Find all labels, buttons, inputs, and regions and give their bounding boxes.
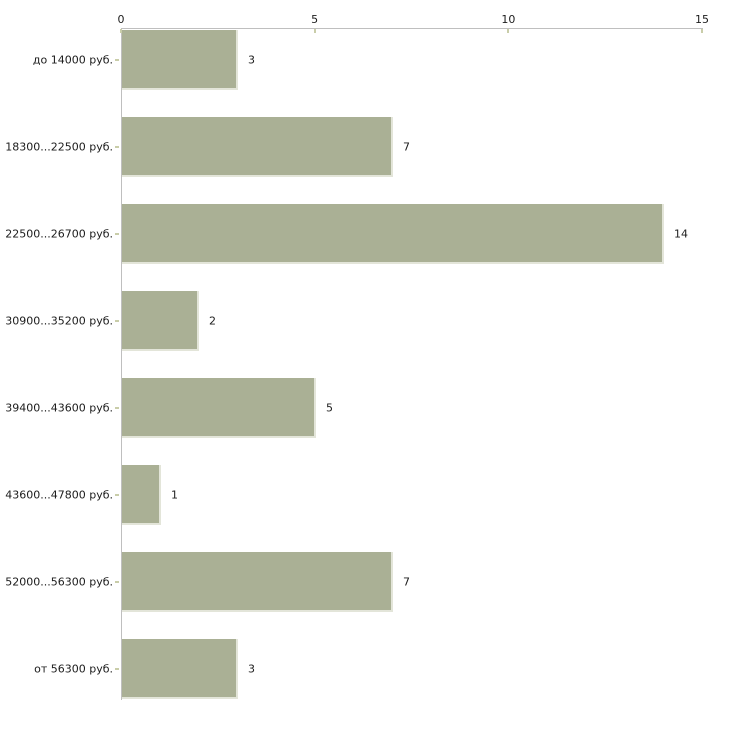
bar-value-label: 1 [171,488,178,502]
bar [122,639,238,699]
x-axis-tick [507,29,510,33]
category-label: 43600...47800 руб. [5,488,113,502]
category-tick [115,407,119,409]
bar-value-label: 7 [403,575,410,589]
bar [122,552,393,612]
category-tick [115,668,119,670]
category-label: до 14000 руб. [32,53,113,67]
bar [122,465,161,525]
bar-value-label: 2 [209,314,216,328]
category-label: 18300...22500 руб. [5,140,113,154]
category-tick [115,320,119,322]
category-label: от 56300 руб. [34,662,113,676]
x-axis-tick [701,29,703,33]
bar [122,291,199,351]
category-tick [115,233,119,235]
category-tick [115,494,119,496]
category-tick [115,146,119,148]
bar-value-label: 3 [248,662,255,676]
category-label: 39400...43600 руб. [5,401,113,415]
category-label: 52000...56300 руб. [5,575,113,589]
x-axis-line [121,28,703,29]
bar-value-label: 7 [403,140,410,154]
bar [122,30,238,90]
bar [122,378,316,438]
bar [122,117,393,177]
x-axis-tick-label: 5 [311,13,319,26]
x-axis-tick-label: 0 [117,13,125,26]
category-label: 30900...35200 руб. [5,314,113,328]
category-tick [115,581,119,583]
category-label: 22500...26700 руб. [5,227,113,241]
bar-value-label: 3 [248,53,255,67]
bar-value-label: 14 [674,227,688,241]
x-axis-tick-label: 10 [501,13,516,26]
x-axis-tick [120,29,122,33]
category-tick [115,59,119,61]
bar [122,204,664,264]
bar-value-label: 5 [326,401,333,415]
y-axis-line [121,28,122,700]
x-axis-tick-label: 15 [695,13,709,26]
x-axis-tick [313,29,316,33]
